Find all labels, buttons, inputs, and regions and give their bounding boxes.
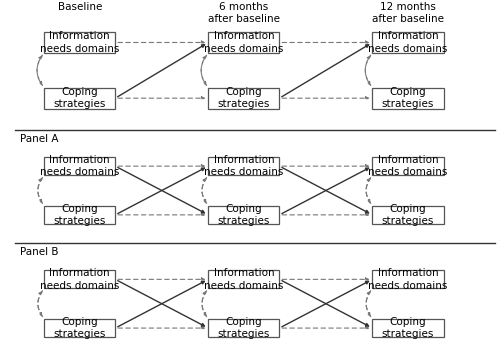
FancyBboxPatch shape: [372, 206, 444, 224]
Text: Baseline: Baseline: [58, 2, 102, 12]
Text: Information
needs domains: Information needs domains: [368, 155, 448, 177]
Text: Coping
strategies: Coping strategies: [218, 87, 270, 109]
Text: Information
needs domains: Information needs domains: [40, 268, 119, 290]
Text: Coping
strategies: Coping strategies: [54, 204, 106, 226]
Text: Coping
strategies: Coping strategies: [218, 317, 270, 339]
FancyBboxPatch shape: [208, 319, 280, 337]
FancyBboxPatch shape: [44, 157, 116, 175]
FancyBboxPatch shape: [372, 319, 444, 337]
Text: Coping
strategies: Coping strategies: [54, 87, 106, 109]
FancyBboxPatch shape: [208, 32, 280, 53]
Text: Information
needs domains: Information needs domains: [204, 31, 284, 54]
FancyBboxPatch shape: [44, 270, 116, 288]
FancyBboxPatch shape: [44, 32, 116, 53]
Text: Information
needs domains: Information needs domains: [40, 155, 119, 177]
Text: 6 months
after baseline: 6 months after baseline: [208, 2, 280, 24]
Text: Coping
strategies: Coping strategies: [382, 87, 434, 109]
FancyBboxPatch shape: [372, 88, 444, 109]
FancyBboxPatch shape: [372, 32, 444, 53]
FancyBboxPatch shape: [208, 206, 280, 224]
Text: Coping
strategies: Coping strategies: [382, 317, 434, 339]
Text: Information
needs domains: Information needs domains: [368, 31, 448, 54]
Text: Information
needs domains: Information needs domains: [204, 268, 284, 290]
FancyBboxPatch shape: [44, 88, 116, 109]
FancyBboxPatch shape: [44, 319, 116, 337]
FancyBboxPatch shape: [208, 88, 280, 109]
Text: 12 months
after baseline: 12 months after baseline: [372, 2, 444, 24]
Text: Information
needs domains: Information needs domains: [40, 31, 119, 54]
FancyBboxPatch shape: [372, 270, 444, 288]
FancyBboxPatch shape: [372, 157, 444, 175]
Text: Information
needs domains: Information needs domains: [368, 268, 448, 290]
FancyBboxPatch shape: [44, 206, 116, 224]
Text: Coping
strategies: Coping strategies: [218, 204, 270, 226]
FancyBboxPatch shape: [208, 157, 280, 175]
Text: Coping
strategies: Coping strategies: [54, 317, 106, 339]
FancyBboxPatch shape: [208, 270, 280, 288]
Text: Information
needs domains: Information needs domains: [204, 155, 284, 177]
Text: Panel B: Panel B: [20, 247, 58, 257]
Text: Panel A: Panel A: [20, 134, 58, 145]
Text: Coping
strategies: Coping strategies: [382, 204, 434, 226]
